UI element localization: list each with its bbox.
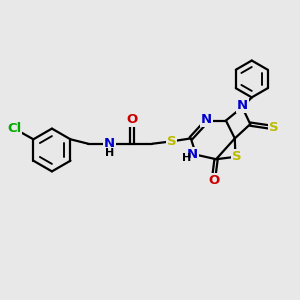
Text: H: H [105,148,114,158]
Text: N: N [201,112,212,126]
Text: N: N [104,137,115,150]
Text: S: S [167,135,176,148]
Text: N: N [187,148,198,161]
Text: S: S [269,121,279,134]
Text: Cl: Cl [7,122,21,135]
Text: O: O [208,174,219,187]
Text: O: O [126,113,138,126]
Text: N: N [237,99,248,112]
Text: S: S [232,150,242,163]
Text: H: H [182,153,191,163]
